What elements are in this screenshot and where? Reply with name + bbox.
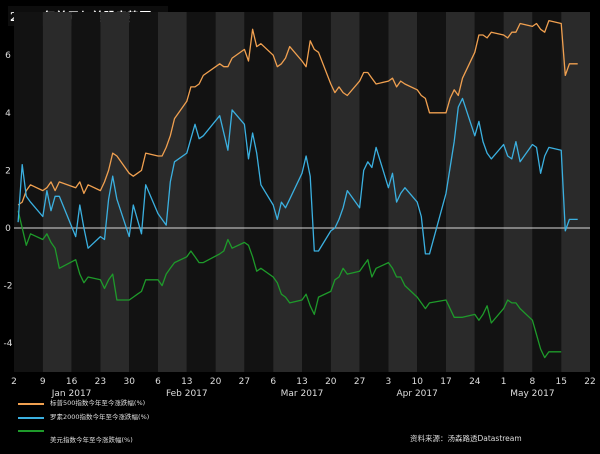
x-axis: 2 9 16 23 30 6 13 20 27 6 13 20 27 3 10 17 24 1 8 15 22 Jan 2…	[11, 377, 596, 399]
x-tick-label: 30	[123, 377, 135, 387]
legend-label-dollar: 美元指数今年至今涨跌幅(%)	[50, 436, 133, 444]
month-label: May 2017	[510, 389, 554, 399]
month-label: Mar 2017	[281, 389, 324, 399]
x-tick-label: 24	[469, 377, 481, 387]
week-band	[244, 12, 274, 372]
week-band	[561, 12, 590, 372]
x-tick-label: 15	[555, 377, 566, 387]
x-tick-label: 2	[11, 377, 17, 387]
x-tick-label: 9	[40, 377, 46, 387]
week-band	[273, 12, 302, 372]
x-tick-label: 20	[210, 377, 222, 387]
week-band	[330, 12, 360, 372]
source-note: 资料来源：汤森路透Datastream	[410, 434, 522, 443]
x-tick-label: 3	[386, 377, 392, 387]
week-band	[532, 12, 562, 372]
y-tick-label: -4	[4, 339, 13, 349]
y-tick-label: -2	[4, 282, 13, 292]
week-band	[158, 12, 187, 372]
y-tick-label: 6	[5, 51, 11, 61]
legend-label-russell: 罗素2000指数今年至今涨跌幅(%)	[50, 413, 150, 421]
x-tick-label: 27	[354, 377, 365, 387]
y-tick-label: 4	[5, 109, 11, 119]
week-band	[14, 12, 43, 372]
y-tick-label: 2	[5, 166, 11, 176]
week-band	[215, 12, 245, 372]
x-tick-label: 6	[155, 377, 161, 387]
x-tick-label: 22	[584, 377, 595, 387]
week-bands	[14, 12, 590, 372]
x-tick-label: 23	[95, 377, 106, 387]
month-label: Feb 2017	[166, 389, 208, 399]
legend-swatch-sp500	[18, 403, 44, 405]
week-band	[417, 12, 446, 372]
x-tick-label: 6	[270, 377, 276, 387]
x-tick-label: 27	[239, 377, 250, 387]
x-tick-label: 17	[440, 377, 451, 387]
month-label: Apr 2017	[397, 389, 438, 399]
y-axis: -4 -2 0 2 4 6	[4, 51, 13, 349]
week-band	[186, 12, 216, 372]
y-tick-label: 0	[5, 224, 11, 234]
x-tick-label: 13	[296, 377, 307, 387]
month-label: Jan 2017	[51, 389, 92, 399]
week-band	[100, 12, 130, 372]
x-tick-label: 13	[181, 377, 192, 387]
x-tick-label: 1	[501, 377, 507, 387]
week-band	[503, 12, 533, 372]
legend-swatch-dollar	[18, 417, 44, 419]
x-tick-label: 20	[325, 377, 337, 387]
week-band	[388, 12, 418, 372]
series-line-sp500	[17, 19, 578, 206]
week-band	[129, 12, 158, 372]
x-tick-label: 10	[411, 377, 423, 387]
x-tick-label: 16	[66, 377, 78, 387]
series-line-russell	[17, 210, 562, 359]
week-band	[71, 12, 101, 372]
x-tick-label: 8	[530, 377, 536, 387]
legend-swatch-russell	[18, 430, 44, 432]
week-band	[359, 12, 389, 372]
legend-label-sp500: 标普500指数今年至今涨跌幅(%)	[50, 399, 146, 407]
series-lines	[17, 19, 578, 359]
series-line-dollar	[17, 97, 578, 255]
week-band	[474, 12, 504, 372]
week-band	[446, 12, 475, 372]
